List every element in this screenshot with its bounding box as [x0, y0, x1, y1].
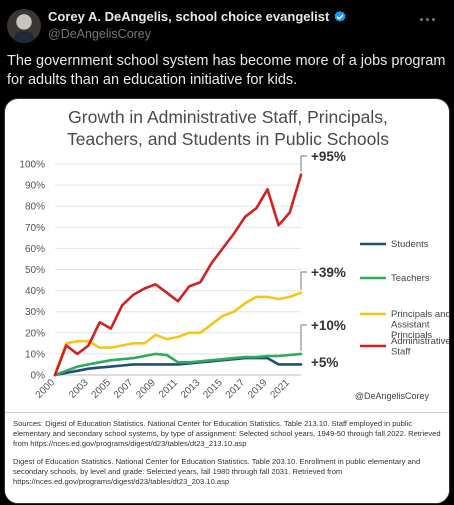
- verified-badge-icon: [334, 10, 346, 22]
- avatar-shirt: [13, 31, 35, 43]
- more-options-icon[interactable]: [420, 12, 442, 26]
- series-line-students: [53, 356, 303, 377]
- y-tick-label: 70%: [25, 223, 45, 234]
- series-line-administrative-staff: [53, 173, 303, 377]
- annotation-leader: [300, 324, 307, 351]
- series-line-principals-and-assistant-principals: [53, 291, 303, 377]
- x-tick-label: 2003: [67, 377, 91, 401]
- annotation-label: +95%: [311, 149, 346, 164]
- source-note-2: Digest of Education Statistics. National…: [13, 456, 421, 487]
- annotation-label: +5%: [311, 355, 338, 370]
- x-tick-label: 2015: [201, 377, 225, 401]
- sources-box: Sources: Digest of Education Statistics.…: [5, 412, 449, 503]
- x-tick-label: 2013: [179, 377, 203, 401]
- y-tick-label: 40%: [25, 286, 45, 297]
- chart-title-line-1: Growth in Administrative Staff, Principa…: [68, 107, 388, 127]
- legend-label: Administrative Staff: [391, 336, 450, 358]
- legend-label: Principals and Assistant Principals: [391, 309, 450, 341]
- legend: Students Teachers Principals and Assistant P…: [360, 239, 450, 358]
- legend-label: Teachers: [391, 273, 430, 284]
- line-chart: Growth in Administrative Staff, Principa…: [19, 107, 450, 401]
- y-tick-label: 50%: [25, 265, 45, 276]
- post-text: The government school system has become …: [7, 53, 446, 88]
- x-tick-label: 2007: [112, 377, 136, 401]
- source-note-1: Sources: Digest of Education Statistics.…: [13, 419, 441, 449]
- annotation-leader: [300, 271, 307, 290]
- annotation-label: +39%: [311, 265, 346, 280]
- author-handle[interactable]: @DeAngelisCorey: [48, 27, 152, 41]
- series-line-teachers: [53, 352, 303, 377]
- x-tick-label: 2021: [268, 377, 292, 401]
- x-tick-label: 2011: [157, 377, 180, 400]
- series-lines: [53, 173, 303, 377]
- annotation-label: +10%: [311, 318, 346, 333]
- y-tick-label: 30%: [25, 307, 45, 318]
- y-tick-label: 10%: [25, 349, 45, 360]
- legend-label: Students: [391, 239, 429, 250]
- avatar[interactable]: [7, 9, 41, 43]
- post-header: Corey A. DeAngelis, school choice evange…: [0, 0, 454, 50]
- author-display-name[interactable]: Corey A. DeAngelis, school choice evange…: [48, 9, 330, 24]
- chart-watermark: @DeAngelisCorey: [355, 391, 430, 401]
- x-tick-label: 2005: [90, 377, 114, 401]
- y-tick-label: 20%: [25, 328, 45, 339]
- chart-title-line-2: Teachers, and Students in Public Schools: [67, 129, 389, 149]
- annotations: +95% +39% +10% +5%: [300, 149, 346, 370]
- y-tick-label: 100%: [19, 160, 45, 171]
- y-tick-label: 80%: [25, 202, 45, 213]
- y-tick-label: 0%: [31, 371, 46, 382]
- x-tick-label: 2009: [134, 377, 158, 401]
- x-tick-label: 2019: [246, 377, 270, 401]
- media-card[interactable]: Growth in Administrative Staff, Principa…: [4, 98, 450, 504]
- y-tick-label: 60%: [25, 244, 45, 255]
- y-tick-label: 90%: [25, 181, 45, 192]
- annotation-leader: [300, 155, 307, 172]
- x-tick-label: 2017: [224, 377, 248, 401]
- author-name-row[interactable]: Corey A. DeAngelis, school choice evange…: [48, 9, 347, 24]
